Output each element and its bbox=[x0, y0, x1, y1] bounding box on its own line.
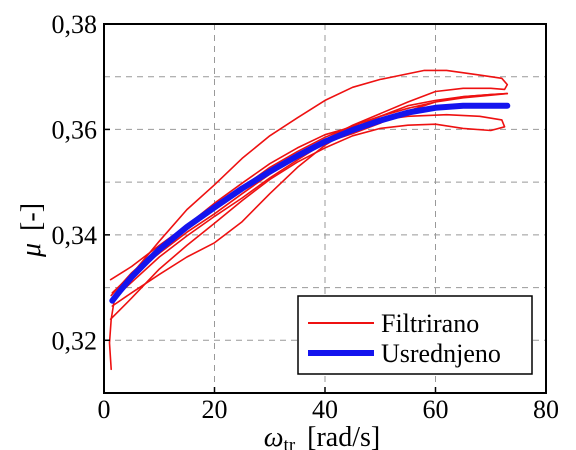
x-tick-label: 40 bbox=[312, 395, 338, 424]
x-tick-label: 80 bbox=[533, 395, 559, 424]
plot-series bbox=[108, 69, 511, 371]
x-tick-label: 0 bbox=[98, 395, 111, 424]
x-tick-label: 20 bbox=[202, 395, 228, 424]
series-line-usrednjeno bbox=[109, 102, 511, 304]
x-tick-label: 60 bbox=[423, 395, 449, 424]
x-axis-label: ωtr [rad/s] bbox=[264, 422, 380, 450]
legend-label-usrednjeno: Usrednjeno bbox=[381, 339, 501, 368]
legend: Filtrirano Usrednjeno bbox=[297, 295, 533, 375]
series-line-filtrirano bbox=[109, 113, 506, 321]
y-tick-label: 0,38 bbox=[52, 10, 98, 39]
axis-ticks: 0 20 40 60 80 0,32 0,34 0,36 0,38 bbox=[52, 10, 560, 424]
y-tick-label: 0,32 bbox=[52, 326, 98, 355]
y-tick-label: 0,34 bbox=[52, 221, 98, 250]
series-line-filtrirano bbox=[109, 92, 509, 302]
x-axis-unit: [rad/s] bbox=[307, 422, 380, 450]
series-line-filtrirano bbox=[111, 92, 509, 307]
y-axis-label: μ [-] bbox=[16, 203, 47, 258]
y-axis-unit: [-] bbox=[16, 203, 47, 231]
x-axis-subscript: tr bbox=[284, 435, 296, 450]
y-tick-label: 0,36 bbox=[52, 115, 98, 144]
x-axis-symbol: ω bbox=[264, 422, 284, 450]
series-usrednjeno bbox=[109, 102, 511, 304]
legend-label-filtrirano: Filtrirano bbox=[381, 309, 479, 338]
y-axis-symbol: μ bbox=[16, 243, 47, 258]
legend-box bbox=[297, 295, 533, 375]
